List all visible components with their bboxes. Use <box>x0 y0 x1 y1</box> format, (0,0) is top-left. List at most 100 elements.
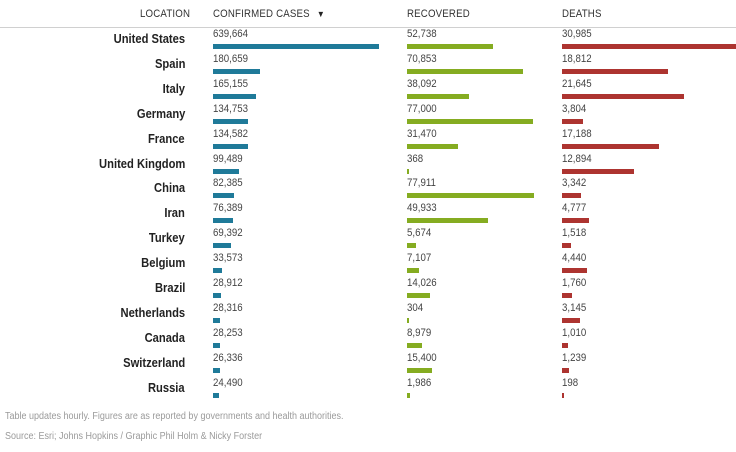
recovered-value: 77,911 <box>407 177 436 190</box>
recovered-bar <box>407 293 430 298</box>
confirmed-bar <box>213 367 220 373</box>
recovered-value: 70,853 <box>407 52 437 65</box>
deaths-bar <box>562 342 568 348</box>
confirmed-bar <box>213 68 260 74</box>
header-location[interactable]: LOCATION <box>140 8 191 20</box>
recovered-value: 31,470 <box>407 127 437 140</box>
recovered-bar <box>407 342 422 348</box>
confirmed-bar <box>213 143 248 149</box>
location-name: Netherlands <box>120 304 185 320</box>
table-row: Russia 24,490 1,986 198 <box>0 377 736 402</box>
deaths-value: 198 <box>562 376 579 389</box>
recovered-bar <box>407 218 489 224</box>
location-name: Spain <box>154 55 185 71</box>
location-name: Switzerland <box>122 354 185 370</box>
confirmed-value: 28,316 <box>213 301 243 314</box>
recovered-value: 38,092 <box>407 77 437 90</box>
location-name: Russia <box>148 379 185 395</box>
deaths-value: 12,894 <box>562 152 592 165</box>
table-row: France 134,582 31,470 17,188 <box>0 128 736 153</box>
confirmed-bar <box>213 168 239 174</box>
source-credit: Source: Esri; Johns Hopkins / Graphic Ph… <box>5 431 263 442</box>
deaths-bar <box>562 243 571 249</box>
recovered-bar <box>407 168 409 174</box>
confirmed-value: 33,573 <box>213 252 243 265</box>
deaths-value: 18,812 <box>562 52 592 65</box>
table-row: Belgium 33,573 7,107 4,440 <box>0 252 736 277</box>
confirmed-value: 165,155 <box>213 77 248 90</box>
recovered-value: 14,026 <box>407 277 437 289</box>
table-header: LOCATION CONFIRMED CASES ▼ RECOVERED DEAT… <box>0 0 736 28</box>
deaths-bar <box>562 193 581 199</box>
confirmed-bar <box>213 44 379 49</box>
deaths-value: 1,760 <box>562 277 587 289</box>
location-name: France <box>148 130 185 146</box>
deaths-bar <box>562 143 659 149</box>
deaths-bar <box>562 44 736 49</box>
confirmed-value: 99,489 <box>213 152 243 165</box>
confirmed-bar <box>213 243 231 249</box>
recovered-bar <box>407 193 534 199</box>
confirmed-value: 69,392 <box>213 227 243 240</box>
table-row: Italy 165,155 38,092 21,645 <box>0 78 736 103</box>
table-row: Germany 134,753 77,000 3,804 <box>0 103 736 128</box>
confirmed-bar <box>213 268 222 274</box>
header-deaths[interactable]: DEATHS <box>562 8 602 20</box>
deaths-bar <box>562 218 589 224</box>
confirmed-value: 134,753 <box>213 102 248 115</box>
deaths-bar <box>562 367 569 373</box>
confirmed-value: 24,490 <box>213 376 243 389</box>
deaths-value: 4,777 <box>562 202 587 215</box>
confirmed-value: 28,253 <box>213 326 243 339</box>
deaths-value: 21,645 <box>562 77 592 90</box>
location-name: China <box>153 180 185 196</box>
deaths-value: 1,518 <box>562 227 587 240</box>
update-note: Table updates hourly. Figures are as rep… <box>5 411 344 422</box>
location-name: Iran <box>164 205 185 221</box>
recovered-value: 8,979 <box>407 326 432 339</box>
deaths-bar <box>562 168 635 174</box>
recovered-value: 49,933 <box>407 202 437 215</box>
header-recovered[interactable]: RECOVERED <box>407 8 470 20</box>
confirmed-value: 26,336 <box>213 351 243 364</box>
deaths-value: 4,440 <box>562 252 587 265</box>
recovered-value: 5,674 <box>407 227 432 240</box>
confirmed-bar <box>213 193 235 199</box>
recovered-bar <box>407 93 470 99</box>
confirmed-value: 180,659 <box>213 52 248 65</box>
deaths-value: 1,010 <box>562 326 587 339</box>
recovered-bar <box>407 143 459 149</box>
recovered-value: 368 <box>407 152 424 165</box>
recovered-value: 1,986 <box>407 376 432 389</box>
location-name: Canada <box>144 329 185 345</box>
header-confirmed-cases[interactable]: CONFIRMED CASES ▼ <box>213 8 325 20</box>
deaths-value: 30,985 <box>562 28 592 40</box>
deaths-value: 3,804 <box>562 102 587 115</box>
deaths-value: 17,188 <box>562 127 592 140</box>
location-name: Belgium <box>140 255 185 271</box>
deaths-bar <box>562 268 587 274</box>
table-row: Netherlands 28,316 304 3,145 <box>0 302 736 327</box>
deaths-bar <box>562 392 564 398</box>
table-row: China 82,385 77,911 3,342 <box>0 177 736 202</box>
recovered-value: 15,400 <box>407 351 437 364</box>
deaths-bar <box>562 93 684 99</box>
confirmed-bar <box>213 218 233 224</box>
confirmed-value: 76,389 <box>213 202 243 215</box>
confirmed-value: 82,385 <box>213 177 243 190</box>
recovered-bar <box>407 367 433 373</box>
recovered-bar <box>407 317 409 323</box>
deaths-value: 1,239 <box>562 351 587 364</box>
confirmed-bar <box>213 392 220 398</box>
table-row: Spain 180,659 70,853 18,812 <box>0 53 736 78</box>
confirmed-bar <box>213 93 256 99</box>
confirmed-value: 134,582 <box>213 127 248 140</box>
recovered-value: 52,738 <box>407 28 437 40</box>
recovered-bar <box>407 68 523 74</box>
table-row: Turkey 69,392 5,674 1,518 <box>0 227 736 252</box>
deaths-bar <box>562 293 572 298</box>
confirmed-value: 28,912 <box>213 277 243 289</box>
recovered-value: 77,000 <box>407 102 437 115</box>
confirmed-bar <box>213 342 221 348</box>
table-row: Brazil 28,912 14,026 1,760 <box>0 277 736 302</box>
